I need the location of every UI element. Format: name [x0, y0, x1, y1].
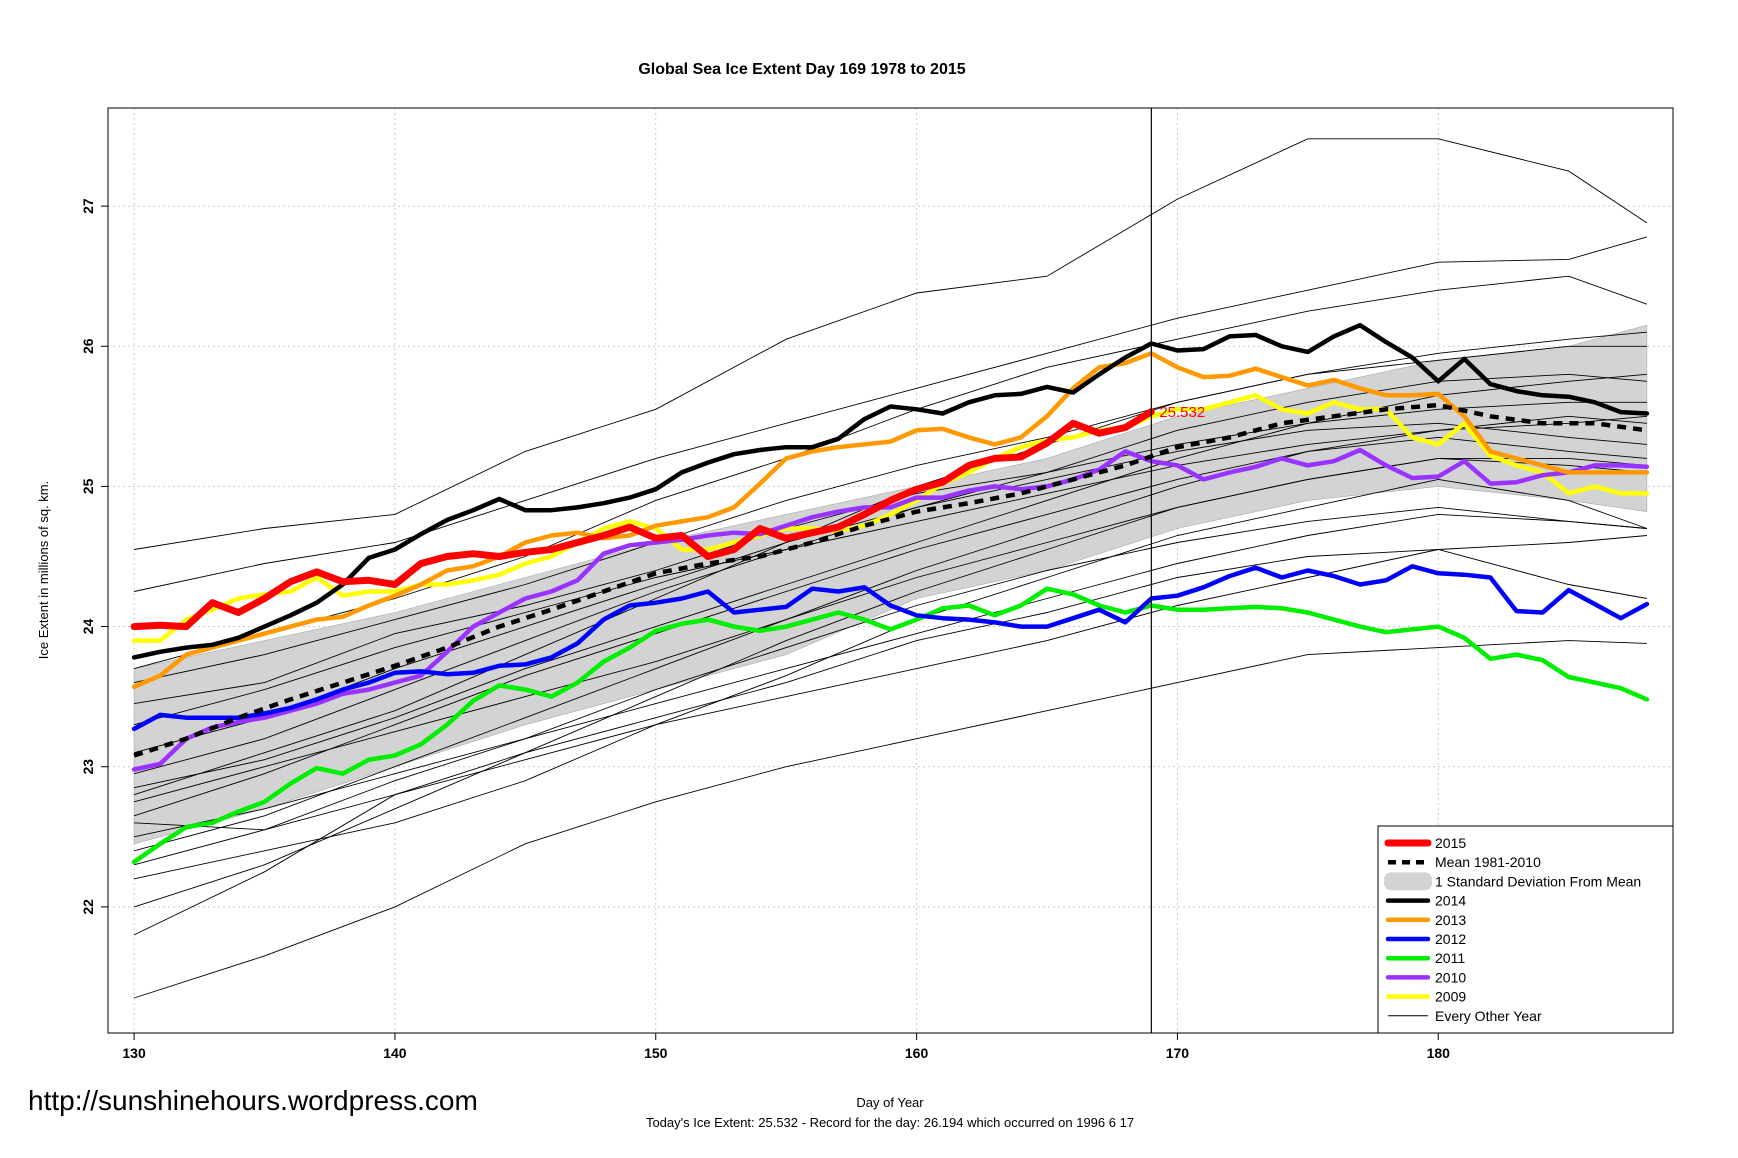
legend-label: 2010	[1435, 969, 1466, 985]
chart-title: Global Sea Ice Extent Day 169 1978 to 20…	[638, 61, 965, 78]
plot-frame	[107, 107, 1674, 1034]
legend-label: 2013	[1435, 912, 1466, 928]
other-year-line	[133, 415, 1647, 726]
other-year-line	[134, 535, 1647, 831]
series-line-2013	[131, 351, 1650, 690]
x-axis-ticks: 130 140 150 160 170 180	[122, 1033, 1450, 1061]
y-tick-label: 27	[80, 198, 96, 214]
series-line-2011	[131, 586, 1650, 865]
x-axis-label: Day of Year	[856, 1095, 924, 1110]
y-tick-label: 23	[80, 759, 96, 775]
legend-label: 2015	[1435, 835, 1466, 851]
sd-band	[133, 324, 1648, 845]
x-tick-label: 130	[122, 1045, 146, 1061]
y-tick-label: 24	[80, 619, 96, 635]
highlight-series	[130, 322, 1650, 865]
y-tick-label: 25	[80, 478, 96, 494]
y-axis-ticks: 22 23 24 25 26 27	[80, 198, 108, 915]
sd-band-area	[133, 324, 1648, 845]
x-tick-label: 170	[1166, 1045, 1190, 1061]
series-line-2014	[131, 322, 1650, 660]
other-year-line	[134, 513, 1647, 838]
other-year-line	[133, 506, 1647, 866]
y-tick-label: 22	[80, 899, 96, 915]
series-line-2009	[131, 393, 1650, 643]
x-tick-label: 180	[1427, 1045, 1451, 1061]
today-value-annotation: 25.532	[1159, 404, 1205, 421]
series-line-2015	[130, 408, 1155, 631]
x-tick-label: 160	[905, 1045, 929, 1061]
other-year-line	[134, 236, 1648, 592]
other-year-line	[134, 401, 1647, 705]
legend-label: 2014	[1435, 893, 1466, 909]
chart-subtitle: Today's Ice Extent: 25.532 - Record for …	[646, 1115, 1134, 1130]
other-year-line	[133, 640, 1647, 999]
x-tick-label: 150	[644, 1045, 668, 1061]
other-year-line	[134, 138, 1648, 550]
legend-label: 2011	[1435, 950, 1465, 966]
legend: 2015 Mean 1981-2010 1 Standard Deviation F…	[1377, 825, 1674, 1034]
series-line-2012	[131, 564, 1650, 732]
other-year-line	[134, 331, 1647, 684]
other-year-line	[133, 457, 1647, 803]
y-axis-label: Ice Extent in millions of sq. km.	[36, 481, 51, 659]
legend-label: Every Other Year	[1435, 1008, 1542, 1024]
legend-label: 2009	[1435, 989, 1466, 1005]
legend-label: 2012	[1435, 931, 1466, 947]
watermark-url: http://sunshinehours.wordpress.com	[28, 1085, 478, 1116]
legend-swatch	[1384, 872, 1432, 891]
series-line-2010	[131, 447, 1650, 772]
legend-label: Mean 1981-2010	[1435, 854, 1541, 870]
x-tick-label: 140	[383, 1045, 407, 1061]
legend-label: 1 Standard Deviation From Mean	[1435, 873, 1641, 889]
other-year-line	[133, 436, 1647, 817]
y-tick-label: 26	[80, 338, 96, 354]
other-year-line	[133, 422, 1647, 754]
